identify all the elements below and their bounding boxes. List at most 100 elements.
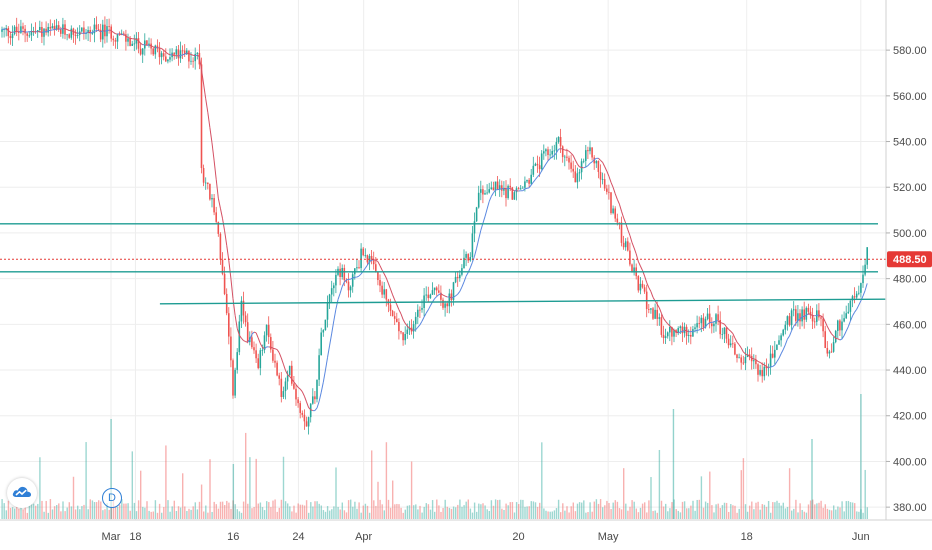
candle-body [463, 257, 465, 269]
candle-body [305, 421, 308, 427]
trend-line[interactable] [159, 298, 886, 305]
volume-bar [625, 503, 627, 519]
candle-body [765, 366, 768, 369]
candle-body [727, 338, 730, 346]
candle-body [608, 191, 610, 193]
moving-average-segment [532, 179, 536, 183]
volume-bar [635, 508, 637, 519]
candle-body [618, 222, 621, 224]
volume-bar [343, 510, 346, 519]
candle-body [270, 337, 272, 350]
candle-body [643, 287, 646, 292]
volume-bar [335, 467, 337, 519]
volume-bar [110, 419, 112, 519]
volume-bar [221, 501, 224, 519]
moving-average-segment [656, 303, 660, 309]
volume-bar [133, 502, 136, 519]
moving-average-segment [854, 308, 858, 313]
moving-average-segment [608, 175, 612, 183]
volume-bar [507, 505, 509, 519]
volume-bar [125, 503, 127, 519]
volume-bar [51, 509, 54, 519]
moving-average-segment [858, 300, 862, 306]
volume-bar [387, 499, 390, 519]
candle-body [333, 285, 335, 289]
moving-average-segment [123, 34, 127, 37]
price-tick-label: 380.00 [893, 502, 927, 514]
candle-body [574, 171, 577, 183]
volume-bar [375, 505, 377, 519]
candle-body [15, 26, 18, 32]
candle-body [732, 343, 734, 345]
moving-average-segment [350, 277, 353, 280]
candle-body [484, 193, 486, 195]
candle-body [370, 255, 373, 261]
volume-bar [795, 499, 797, 519]
volume-bar [515, 502, 518, 519]
price-axis[interactable]: 380.00 400.00 420.00 440.00 460.00 480.00 500.… [886, 45, 927, 514]
candle-body [408, 327, 411, 330]
moving-average-segment [764, 364, 767, 367]
candle-body [585, 150, 587, 161]
volume-bar [301, 504, 304, 519]
volume-bar [704, 501, 707, 519]
volume-bar [843, 511, 845, 519]
volume-bar [85, 442, 87, 519]
moving-average-segment [85, 31, 89, 34]
volume-bar [354, 501, 356, 519]
candle-body [490, 187, 493, 190]
candle-body [515, 188, 518, 193]
volume-bar [339, 509, 341, 519]
moving-average-segment [801, 315, 805, 318]
volume-bar [438, 505, 440, 519]
candle-body [47, 26, 49, 33]
candle-body [429, 294, 432, 299]
moving-average-segment [852, 311, 856, 317]
candle-body [860, 283, 862, 293]
time-tick-label: 18 [741, 531, 753, 543]
moving-average-segment [646, 282, 650, 288]
volume-bar [219, 501, 222, 519]
candle-body [207, 182, 209, 184]
candle-body [391, 310, 394, 317]
volume-bar [736, 512, 738, 519]
candle-body [769, 353, 772, 368]
volume-bar [356, 508, 358, 519]
volume-bar [549, 511, 551, 519]
moving-average-segment [45, 30, 49, 33]
moving-average-segment [761, 363, 765, 366]
volume-bar [316, 501, 318, 519]
time-tick-label: 18 [129, 531, 141, 543]
volume-bar [690, 505, 692, 519]
moving-average-segment [259, 343, 263, 348]
dividend-marker[interactable]: D [102, 488, 122, 508]
moving-average-segment [262, 346, 265, 350]
volume-bar [650, 477, 652, 519]
price-tick-label: 400.00 [893, 456, 927, 468]
volume-bar [268, 502, 270, 519]
level-lines[interactable] [0, 223, 886, 305]
moving-average-segment [402, 319, 406, 324]
moving-average-segment [621, 211, 625, 218]
tradingview-logo[interactable] [7, 478, 37, 508]
moving-average-segment [98, 30, 101, 33]
moving-average-segment [449, 296, 452, 299]
volume-bar [503, 509, 505, 519]
moving-average-segment [327, 345, 331, 358]
candle-body [202, 168, 205, 183]
moving-average-segment [125, 35, 129, 38]
moving-average-segment [818, 314, 822, 317]
candle-body [698, 323, 700, 324]
candle-body [414, 316, 417, 325]
volume-bar [805, 512, 808, 519]
volume-bar [203, 511, 205, 519]
time-axis[interactable]: 18 Mar 16 24 Apr 20 May 18 Jun [102, 531, 870, 543]
candle-body [57, 25, 60, 30]
candle-body [807, 307, 810, 312]
candle-body [356, 267, 358, 269]
candle-body [167, 59, 169, 62]
candle-body [454, 276, 457, 283]
moving-average-segment [207, 112, 211, 128]
moving-average-segment [600, 159, 603, 163]
